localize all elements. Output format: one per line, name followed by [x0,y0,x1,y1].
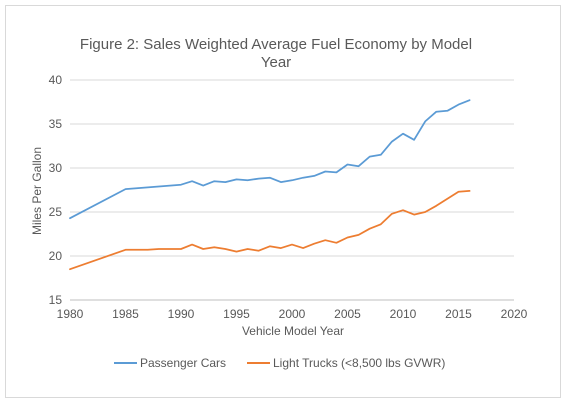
x-tick-label: 1995 [223,307,250,321]
y-axis-title: Miles Per Gallon [30,147,44,235]
chart-frame [5,5,561,398]
x-tick-label: 1980 [57,307,84,321]
x-axis-title: Vehicle Model Year [242,324,344,338]
y-tick-label: 35 [49,117,63,131]
legend-label: Passenger Cars [140,356,226,370]
series-line-passenger-cars [69,99,471,220]
series-line-light-trucks [69,190,471,271]
gridlines [70,79,514,301]
y-tick-label: 15 [49,293,63,307]
x-tick-label: 2015 [445,307,472,321]
y-axis-ticks: 15 20 25 30 35 40 [49,73,63,307]
x-axis-ticks: 1980 1985 1990 1995 2000 2005 2010 2015 2020 [57,307,528,321]
x-tick-label: 1985 [112,307,139,321]
legend: Passenger Cars Light Trucks (<8,500 lbs G… [114,356,445,370]
y-tick-label: 25 [49,205,63,219]
x-tick-label: 2010 [390,307,417,321]
chart-title-line-2: Year [261,54,291,71]
x-tick-label: 1990 [168,307,195,321]
x-tick-label: 2005 [334,307,361,321]
x-tick-label: 2000 [279,307,306,321]
x-tick-label: 2020 [501,307,528,321]
y-tick-label: 40 [49,73,63,87]
legend-label: Light Trucks (<8,500 lbs GVWR) [273,356,445,370]
y-tick-label: 20 [49,249,63,263]
data-series [69,99,471,271]
chart-title-line-1: Figure 2: Sales Weighted Average Fuel Ec… [80,36,472,53]
y-tick-label: 30 [49,161,63,175]
